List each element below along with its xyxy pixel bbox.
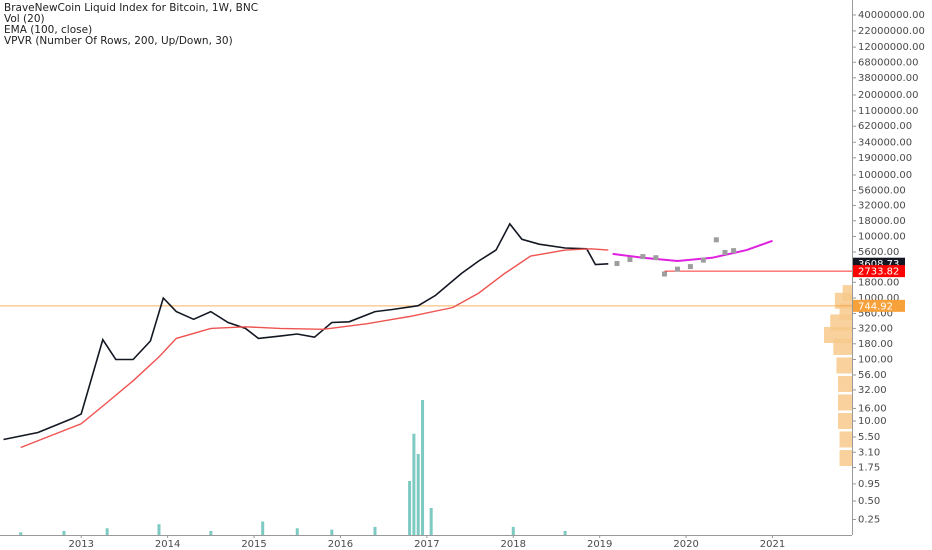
y-tick-label: 32.00	[858, 385, 887, 396]
y-tick-label: 100.00	[858, 354, 893, 365]
volume-bar	[19, 532, 23, 535]
y-tick-label: 1.75	[858, 463, 880, 474]
x-tick-label: 2015	[241, 539, 266, 550]
volume-bar	[429, 508, 433, 535]
y-tick-label: 0.95	[858, 479, 880, 490]
legend-line: EMA (100, close)	[4, 24, 92, 36]
projection-bar	[627, 257, 633, 263]
volume-bar	[261, 521, 265, 535]
price-label-box	[853, 265, 905, 278]
volume-bar	[416, 454, 420, 535]
y-tick-label: 2000000.00	[858, 90, 918, 101]
vpvr-row	[842, 285, 852, 302]
y-tick-label: 320.00	[858, 323, 893, 334]
volume-bar	[408, 481, 412, 535]
volume-bar	[105, 528, 109, 535]
x-tick-label: 2019	[587, 539, 612, 550]
y-tick-label: 10.00	[858, 416, 887, 427]
x-tick-label: 2020	[673, 539, 698, 550]
legend-line: Vol (20)	[4, 13, 45, 25]
price-label: 2733.82	[858, 267, 899, 278]
projection-bar	[640, 254, 646, 260]
y-tick-label: 0.50	[858, 496, 880, 507]
x-tick-label: 2016	[328, 539, 353, 550]
vpvr-row	[838, 412, 852, 429]
y-tick-label: 1000.00	[858, 293, 899, 304]
projection-bar	[731, 248, 737, 254]
price-label: 3608.73	[858, 259, 899, 270]
y-tick-label: 32000.00	[858, 200, 906, 211]
y-tick-label: 560.00	[858, 308, 893, 319]
price-label: 744.92	[858, 301, 893, 312]
y-tick-label: 5600.00	[858, 247, 899, 258]
vpvr-row	[824, 327, 852, 344]
projection-bar	[661, 271, 667, 277]
volume-bar	[373, 526, 377, 535]
volume-bar	[412, 433, 416, 535]
x-tick-label: 2017	[414, 539, 439, 550]
y-tick-label: 0.25	[858, 515, 880, 526]
y-tick-label: 16.00	[858, 403, 887, 414]
y-tick-label: 22000000.00	[858, 26, 925, 37]
y-tick-label: 6800000.00	[858, 57, 918, 68]
volume-bar	[563, 530, 567, 535]
y-tick-label: 12000000.00	[858, 42, 925, 53]
y-tick-label: 190000.00	[858, 153, 912, 164]
projection-bar	[700, 257, 706, 263]
x-tick-label: 2013	[68, 539, 93, 550]
vpvr-row	[836, 357, 852, 374]
legend-line: VPVR (Number Of Rows, 200, Up/Down, 30)	[4, 35, 233, 47]
y-tick-label: 1100000.00	[858, 106, 918, 117]
volume-bar	[157, 524, 161, 535]
y-tick-label: 180.00	[858, 339, 893, 350]
projection-bar	[687, 264, 693, 270]
vpvr-row	[838, 375, 852, 392]
y-tick-label: 5.50	[858, 432, 880, 443]
volume-bar	[330, 529, 334, 535]
volume-bar	[511, 526, 515, 535]
y-tick-label: 1800.00	[858, 277, 899, 288]
volume-bar	[209, 530, 213, 535]
series-line	[20, 248, 609, 449]
vpvr-row	[839, 431, 852, 448]
y-tick-label: 18000.00	[858, 216, 906, 227]
series-line	[612, 239, 773, 263]
y-tick-label: 100000.00	[858, 170, 912, 181]
legend-line: BraveNewCoin Liquid Index for Bitcoin, 1…	[4, 2, 258, 14]
volume-bar	[421, 400, 425, 535]
series-line	[3, 222, 609, 441]
y-tick-label: 10000.00	[858, 231, 906, 242]
projection-bar	[713, 237, 719, 243]
volume-bar	[62, 530, 66, 535]
y-tick-label: 56.00	[858, 370, 887, 381]
vpvr-row	[839, 450, 852, 467]
projection-bar	[614, 261, 620, 267]
y-tick-label: 3.10	[858, 447, 880, 458]
y-tick-label: 40000000.00	[858, 10, 925, 21]
volume-bar	[295, 528, 299, 535]
price-label-box	[853, 299, 905, 312]
vpvr-row	[838, 394, 852, 411]
x-tick-label: 2018	[501, 539, 526, 550]
y-tick-label: 340000.00	[858, 137, 912, 148]
x-tick-label: 2021	[760, 539, 785, 550]
projection-bar	[653, 255, 659, 261]
y-tick-label: 620000.00	[858, 121, 912, 132]
projection-bar	[674, 266, 680, 272]
x-tick-label: 2014	[155, 539, 180, 550]
y-tick-label: 3800000.00	[858, 73, 918, 84]
projection-bar	[722, 249, 728, 255]
y-tick-label: 56000.00	[858, 185, 906, 196]
